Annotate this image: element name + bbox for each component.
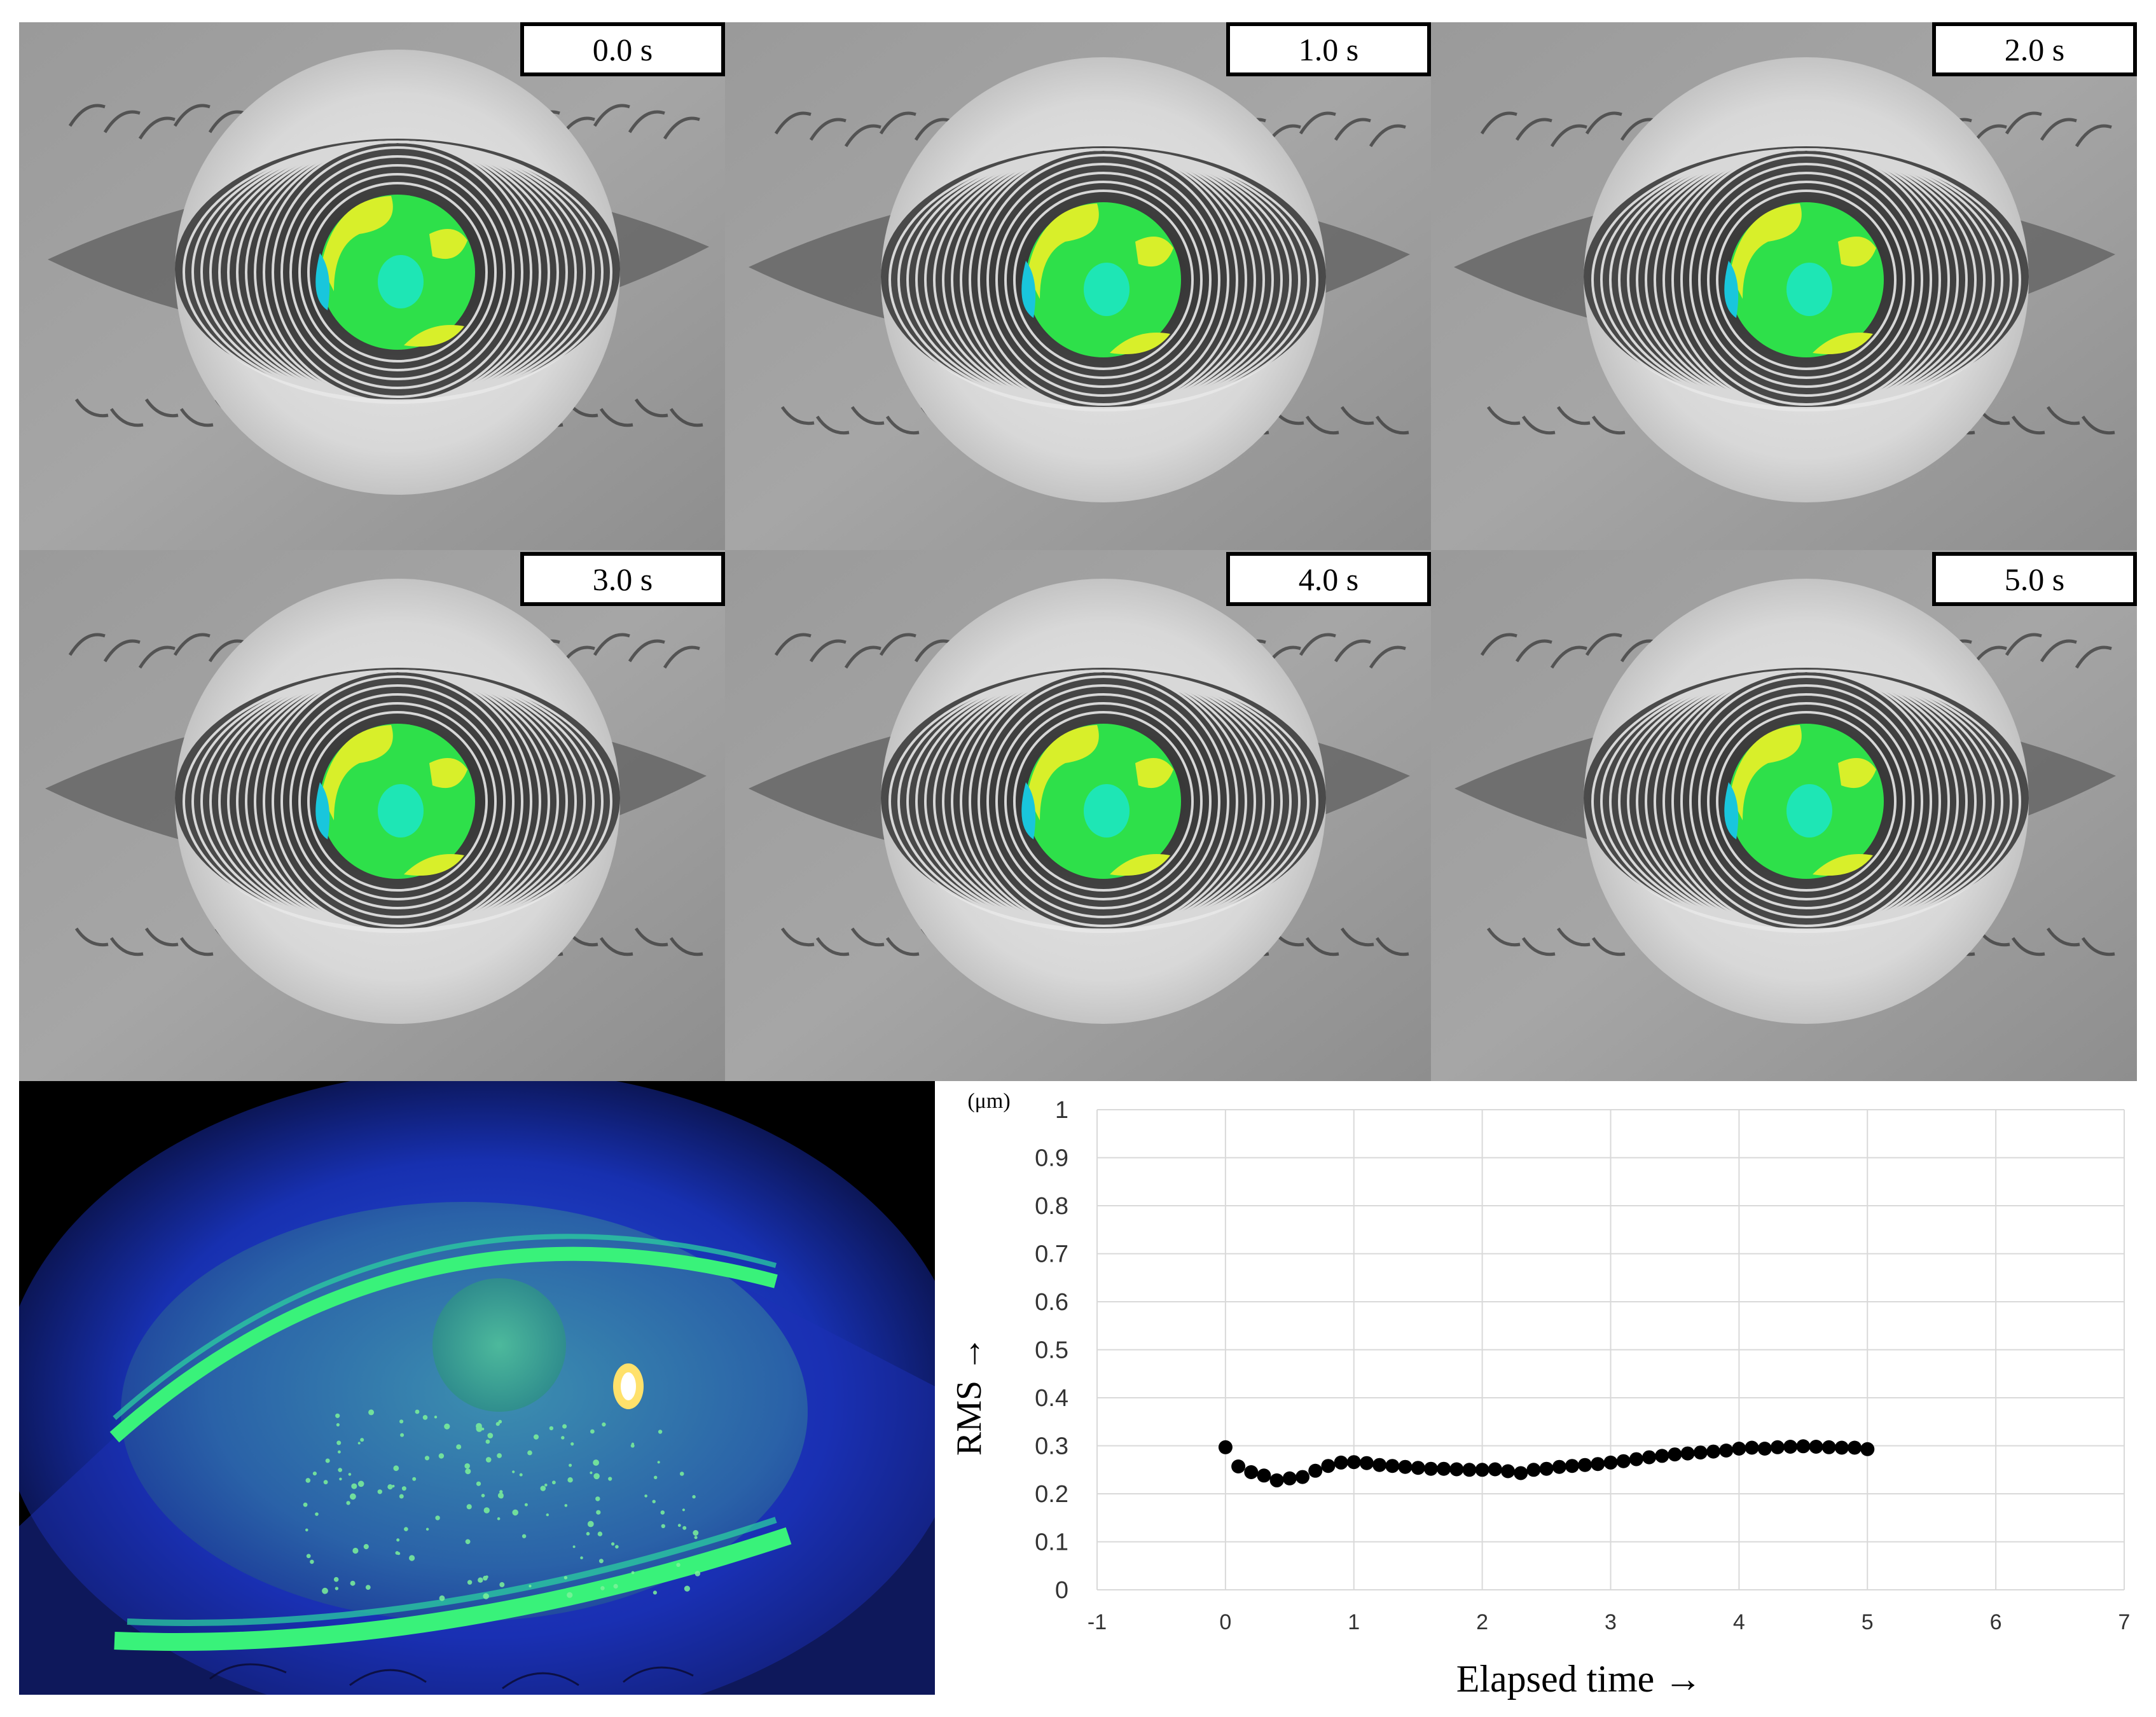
data-point bbox=[1642, 1450, 1657, 1465]
chart-unit-label: (μm) bbox=[967, 1089, 1010, 1113]
data-point bbox=[1680, 1446, 1695, 1461]
data-point bbox=[1218, 1440, 1233, 1454]
time-label-0: 0.0 s bbox=[520, 22, 725, 76]
x-tick-label: 0 bbox=[1219, 1610, 1231, 1634]
data-point bbox=[1732, 1442, 1746, 1456]
data-point bbox=[1757, 1442, 1772, 1456]
data-point bbox=[1359, 1456, 1374, 1470]
chart-x-axis-label: Elapsed time → bbox=[1456, 1658, 1703, 1700]
data-point bbox=[1796, 1439, 1811, 1454]
time-label-4: 4.0 s bbox=[1226, 552, 1431, 606]
x-tick-label: 5 bbox=[1862, 1610, 1874, 1634]
y-tick-label: 0.2 bbox=[1035, 1481, 1068, 1508]
data-point bbox=[1770, 1440, 1785, 1454]
data-point bbox=[1834, 1440, 1849, 1455]
topography-panel-3s bbox=[19, 550, 725, 1081]
data-point bbox=[1269, 1473, 1284, 1487]
x-tick-label: 6 bbox=[1990, 1610, 2002, 1634]
data-point bbox=[1552, 1459, 1566, 1474]
data-point bbox=[1848, 1440, 1862, 1455]
data-point bbox=[1398, 1459, 1413, 1474]
y-tick-label: 0.9 bbox=[1035, 1145, 1068, 1172]
time-label-3: 3.0 s bbox=[520, 552, 725, 606]
eye-image-5 bbox=[1431, 550, 2137, 1081]
eye-image-0 bbox=[19, 22, 725, 550]
x-tick-label: 4 bbox=[1733, 1610, 1745, 1634]
y-tick-label: 0.3 bbox=[1035, 1433, 1068, 1460]
topography-panel-1s bbox=[725, 22, 1431, 550]
topography-panel-2s bbox=[1431, 22, 2137, 550]
y-tick-label: 0 bbox=[1055, 1577, 1068, 1604]
data-point bbox=[1423, 1461, 1438, 1476]
y-tick-label: 0.5 bbox=[1035, 1337, 1068, 1364]
data-point bbox=[1539, 1461, 1554, 1476]
topography-panel-0s bbox=[19, 22, 725, 550]
data-point bbox=[1411, 1461, 1425, 1475]
chart-grid bbox=[1096, 1109, 2125, 1590]
time-label-1: 1.0 s bbox=[1226, 22, 1431, 76]
chart-y-axis-label: RMS → bbox=[950, 1336, 989, 1456]
time-label-5: 5.0 s bbox=[1932, 552, 2137, 606]
x-tick-label: -1 bbox=[1088, 1610, 1107, 1634]
x-tick-label: 3 bbox=[1605, 1610, 1617, 1634]
y-tick-label: 0.4 bbox=[1035, 1385, 1068, 1412]
data-point bbox=[1296, 1470, 1309, 1484]
data-point bbox=[1693, 1445, 1708, 1460]
data-point bbox=[1449, 1462, 1464, 1477]
data-point bbox=[1244, 1465, 1259, 1479]
data-point bbox=[1821, 1440, 1836, 1454]
data-point bbox=[1578, 1458, 1593, 1472]
data-point bbox=[1526, 1463, 1541, 1477]
data-point bbox=[1231, 1459, 1246, 1473]
fluorescein-photo bbox=[19, 1081, 935, 1695]
eye-image-1 bbox=[725, 22, 1431, 550]
data-point bbox=[1809, 1440, 1823, 1454]
data-point bbox=[1488, 1462, 1502, 1477]
data-point bbox=[1257, 1468, 1271, 1483]
data-point bbox=[1719, 1444, 1734, 1458]
data-point bbox=[1346, 1455, 1361, 1470]
data-point bbox=[1783, 1440, 1798, 1454]
data-point bbox=[1282, 1471, 1297, 1486]
chart-tick-labels: 0 0.1 0.2 0.3 0.4 0.5 0.6 0.7 0.8 0.9 1 -1 0 1 2 3 4 5 6 7 bbox=[1035, 1097, 2130, 1634]
data-point bbox=[1629, 1452, 1643, 1466]
y-tick-label: 0.6 bbox=[1035, 1289, 1068, 1316]
x-tick-label: 2 bbox=[1476, 1610, 1488, 1634]
data-point bbox=[1372, 1458, 1387, 1472]
data-point bbox=[1668, 1447, 1682, 1462]
data-point bbox=[1565, 1459, 1579, 1473]
y-tick-label: 0.8 bbox=[1035, 1193, 1068, 1220]
topography-panel-5s bbox=[1431, 550, 2137, 1081]
eye-image-3 bbox=[19, 550, 725, 1081]
time-label-2: 2.0 s bbox=[1932, 22, 2137, 76]
eye-image-2 bbox=[1431, 22, 2137, 550]
data-point bbox=[1591, 1457, 1605, 1472]
eye-image-4 bbox=[725, 550, 1431, 1081]
data-point bbox=[1475, 1463, 1489, 1477]
x-tick-label: 7 bbox=[2118, 1610, 2131, 1634]
data-point bbox=[1321, 1459, 1336, 1473]
x-tick-label: 1 bbox=[1348, 1610, 1360, 1634]
chart-data-points bbox=[1218, 1439, 1875, 1487]
fluorescein-eye-image bbox=[19, 1081, 935, 1695]
y-tick-label: 0.7 bbox=[1035, 1241, 1068, 1268]
y-tick-label: 0.1 bbox=[1035, 1529, 1068, 1556]
data-point bbox=[1860, 1442, 1875, 1456]
rms-chart: 00.10.20.30.40.50.60.70.80.91-1 0 1 2 3 4 5 6 7 … bbox=[950, 1089, 2130, 1700]
topography-panel-4s bbox=[725, 550, 1431, 1081]
data-point bbox=[1706, 1444, 1720, 1459]
data-point bbox=[1501, 1464, 1515, 1479]
data-point bbox=[1603, 1455, 1618, 1470]
data-point bbox=[1514, 1466, 1528, 1480]
data-point bbox=[1745, 1440, 1759, 1455]
data-point bbox=[1462, 1463, 1477, 1477]
data-point bbox=[1308, 1463, 1323, 1478]
data-point bbox=[1655, 1449, 1669, 1463]
y-tick-label: 1 bbox=[1055, 1097, 1068, 1124]
data-point bbox=[1385, 1459, 1400, 1473]
data-point bbox=[1334, 1455, 1348, 1470]
data-point bbox=[1616, 1454, 1631, 1468]
data-point bbox=[1437, 1461, 1451, 1476]
